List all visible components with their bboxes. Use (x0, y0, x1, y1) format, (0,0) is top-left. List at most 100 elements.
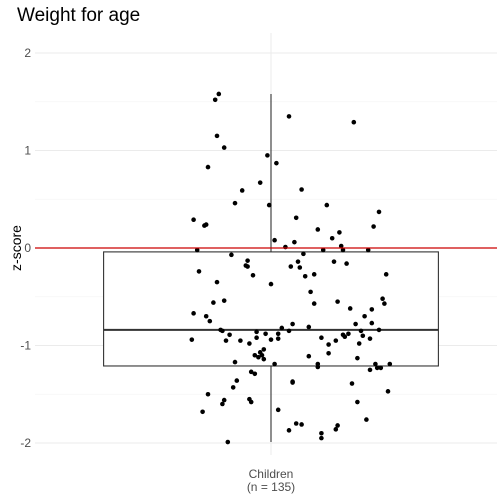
data-point (211, 300, 216, 305)
data-point (326, 342, 331, 347)
data-point (335, 423, 340, 428)
data-point (268, 337, 274, 342)
data-point (238, 338, 243, 343)
data-point (378, 365, 384, 371)
data-point (355, 355, 360, 361)
data-point (265, 153, 270, 158)
data-point (220, 401, 225, 407)
data-point (191, 217, 196, 223)
data-point (283, 244, 288, 250)
data-point (274, 160, 279, 166)
data-point (259, 352, 265, 358)
data-point (299, 422, 304, 427)
data-point (293, 215, 299, 221)
data-point (221, 145, 227, 150)
data-point (367, 367, 373, 373)
data-point (290, 379, 295, 384)
data-point (376, 327, 382, 333)
data-point (248, 399, 254, 405)
data-point (364, 417, 369, 422)
data-point (205, 391, 211, 397)
data-point (221, 397, 227, 403)
data-point (275, 336, 281, 341)
data-point (301, 251, 306, 257)
data-point (234, 378, 240, 383)
data-point (353, 321, 358, 327)
data-point (315, 364, 321, 370)
data-point (349, 381, 355, 386)
data-point (200, 409, 205, 415)
data-point (203, 222, 209, 227)
data-point (369, 320, 375, 326)
data-point (272, 361, 277, 367)
data-point (263, 331, 268, 337)
data-point (248, 369, 254, 375)
data-point (331, 259, 337, 264)
data-point (232, 200, 238, 206)
data-point (275, 331, 281, 337)
data-point (225, 439, 231, 445)
data-point (356, 341, 362, 346)
box-iqr (103, 251, 439, 367)
data-point (290, 321, 295, 327)
data-point (344, 261, 349, 266)
data-point (207, 318, 213, 324)
data-point (319, 335, 324, 341)
data-point (189, 337, 195, 342)
data-point (252, 352, 258, 358)
data-point (279, 325, 285, 331)
data-point (365, 247, 371, 253)
data-point (196, 269, 202, 274)
data-point (214, 279, 220, 285)
data-point (306, 324, 312, 330)
data-point (320, 247, 326, 253)
data-point (338, 243, 344, 249)
data-point (376, 209, 382, 215)
data-point (194, 247, 200, 253)
data-point (256, 354, 261, 360)
data-point (286, 328, 292, 334)
data-point (245, 258, 250, 263)
data-point (239, 188, 245, 193)
data-point (205, 164, 211, 170)
y-tick-label: 2 (24, 46, 31, 60)
data-point (329, 235, 335, 241)
y-tick-label: 1 (24, 144, 31, 158)
data-point (351, 119, 357, 125)
data-point (229, 252, 234, 258)
data-point (254, 335, 259, 341)
data-point (257, 180, 263, 185)
data-point (367, 336, 373, 341)
data-point (261, 347, 267, 352)
x-tick-label: Children (n = 135) (247, 467, 295, 494)
data-point (261, 356, 267, 362)
data-point (286, 428, 292, 433)
data-point (292, 239, 297, 245)
data-point (355, 399, 360, 405)
data-point (232, 359, 238, 365)
data-point (254, 329, 259, 335)
data-point (358, 328, 364, 334)
data-point (315, 227, 321, 232)
data-point (347, 306, 353, 311)
data-point (227, 332, 232, 338)
data-point (223, 338, 229, 343)
data-point (250, 273, 256, 278)
data-point (221, 298, 227, 303)
data-point (342, 334, 348, 340)
data-point (288, 264, 294, 269)
y-axis-title: z-score (8, 225, 24, 271)
data-point (333, 338, 339, 343)
data-point (191, 311, 196, 316)
data-point (275, 407, 281, 413)
data-point (272, 237, 277, 243)
data-point (362, 313, 367, 319)
data-point (293, 421, 299, 426)
data-point (333, 427, 339, 432)
chart-title: Weight for age (17, 5, 141, 26)
y-tick-label: -2 (20, 436, 31, 450)
data-point (308, 289, 313, 295)
data-point (299, 187, 304, 192)
data-point (337, 230, 342, 235)
